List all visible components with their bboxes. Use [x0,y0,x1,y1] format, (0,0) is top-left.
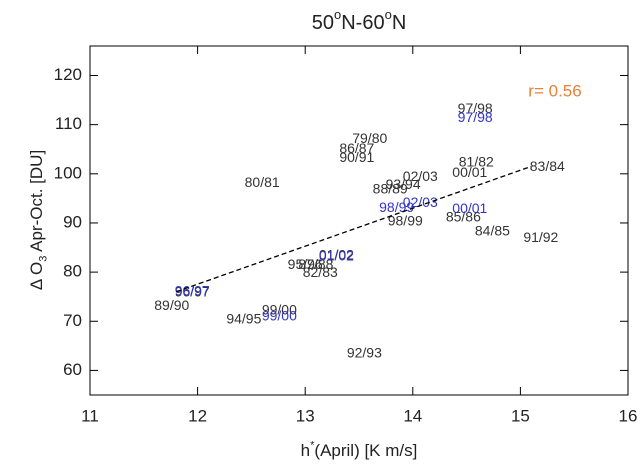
y-tick-label: 80 [63,262,82,281]
text-part: o [334,8,341,23]
text-part: Δ O [27,262,46,290]
point-label: 99/00 [262,308,297,324]
point-label: 89/90 [154,297,189,313]
point-label: 98/99 [388,213,423,229]
y-tick-label: 100 [54,163,82,182]
point-label: 90/91 [339,149,374,165]
point-label: 94/95 [226,310,261,326]
point-label: 86/87 [339,140,374,156]
text-part: N [392,12,406,34]
text-part: Apr-Oct. [DU] [27,150,46,256]
text-part: 3 [37,256,49,262]
point-label: 95/96 [288,256,323,272]
x-axis-label: h*(April) [K m/s] [301,439,418,460]
point-label: 91/92 [523,229,558,245]
point-label: 87/88 [298,256,333,272]
annotation: r= 0.56 [528,81,581,100]
point-label: 02/03 [403,194,438,210]
text-part: 50 [312,12,334,34]
point-label: 81/82 [459,154,494,170]
point-label: 85/86 [446,209,481,225]
point-label: 00/01 [452,200,487,216]
y-tick-label: 70 [63,311,82,330]
text-part: (April) [K m/s] [314,441,417,460]
x-tick-label: 13 [296,406,315,425]
point-label: 01/02 [319,248,354,264]
fit-line [175,165,532,293]
point-label: 88/89 [373,181,408,197]
point-label: 99/00 [262,302,297,318]
point-label: 97/98 [458,109,493,125]
point-label: 97/98 [458,100,493,116]
x-tick-label: 16 [619,406,638,425]
point-label: 96/97 [175,282,210,298]
point-label: 02/03 [403,168,438,184]
text-part: o [385,8,392,23]
point-label: 96/97 [175,283,210,299]
y-axis-label: Δ O3 Apr-Oct. [DU] [27,150,49,290]
text-part: * [310,439,315,451]
text-part: h [301,441,310,460]
x-tick-label: 11 [81,406,99,425]
point-label: 01/02 [319,247,354,263]
point-label: 93/94 [386,176,421,192]
y-tick-label: 60 [63,360,82,379]
x-tick-label: 15 [511,406,530,425]
x-tick-label: 12 [188,406,207,425]
point-label: 79/80 [352,130,387,146]
point-label: 82/83 [303,264,338,280]
point-label: 00/01 [452,164,487,180]
y-tick-label: 120 [54,65,82,84]
plot-frame [89,45,629,396]
point-label: 80/81 [245,174,280,190]
point-label: 83/84 [530,158,565,174]
point-label: 92/93 [347,344,382,360]
point-label: 84/85 [475,223,510,239]
y-tick-label: 110 [55,114,82,133]
x-tick-label: 14 [403,406,422,425]
point-label: 98/99 [379,199,414,215]
y-tick-label: 90 [63,212,82,231]
chart-title: 50oN-60oN [312,8,407,35]
text-part: N-60 [341,12,384,34]
